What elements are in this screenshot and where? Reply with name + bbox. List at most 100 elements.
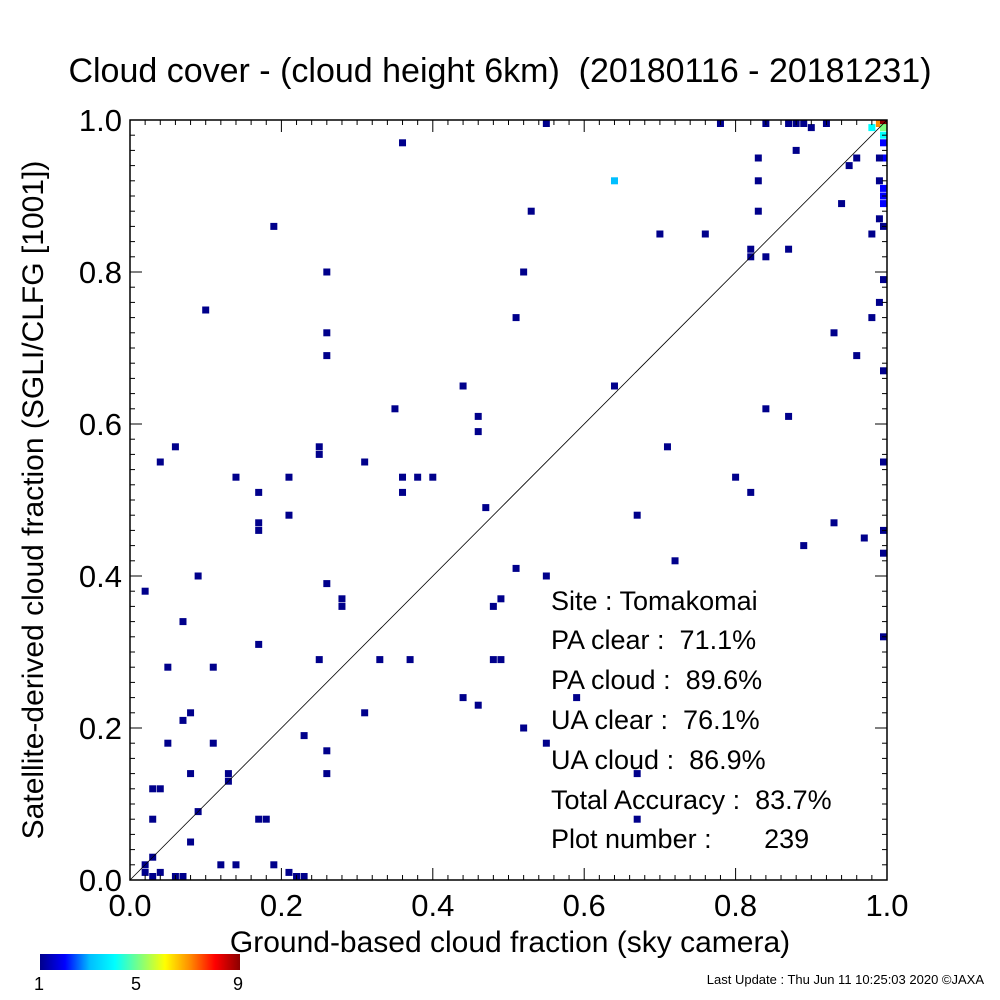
data-cell <box>171 443 179 451</box>
stats-panel: Site : Tomakomai PA clear : 71.1% PA clo… <box>551 586 832 854</box>
data-cell <box>474 428 482 436</box>
data-cell <box>315 443 323 451</box>
data-cell <box>875 120 883 127</box>
data-cell <box>255 488 263 496</box>
data-cell <box>489 602 497 610</box>
data-cell <box>474 412 482 420</box>
data-cell <box>391 405 399 413</box>
data-cell <box>663 443 671 451</box>
axis-ticks <box>129 119 888 881</box>
x-tick-label: 0.6 <box>563 888 606 923</box>
data-cell <box>880 276 887 284</box>
colorbar-label-mid: 5 <box>131 974 142 994</box>
data-cell <box>149 815 157 823</box>
data-cell <box>762 405 770 413</box>
data-cell <box>187 838 195 846</box>
stats-ua-clear: UA clear : 76.1% <box>551 705 760 735</box>
stats-site: Site : Tomakomai <box>551 586 758 616</box>
data-cell <box>399 139 407 147</box>
data-cell <box>187 770 195 778</box>
data-cell <box>429 473 437 481</box>
data-cell <box>807 124 815 132</box>
data-cell <box>323 352 331 360</box>
data-cell <box>338 595 346 603</box>
data-cell <box>845 162 853 170</box>
data-cell <box>800 542 808 550</box>
data-cell <box>880 458 887 466</box>
y-tick-label: 0.2 <box>79 711 122 746</box>
data-cell <box>323 770 331 778</box>
data-cell <box>880 154 887 162</box>
data-cell <box>875 298 883 306</box>
x-axis-label: Ground-based cloud fraction (sky camera) <box>230 926 790 959</box>
data-cell <box>315 656 323 664</box>
data-cell <box>285 511 293 519</box>
data-cell <box>701 230 709 238</box>
data-cell <box>194 572 202 580</box>
data-cell <box>414 473 422 481</box>
data-cell <box>270 222 278 230</box>
data-cell <box>406 656 414 664</box>
x-tick-label: 1.0 <box>865 888 908 923</box>
data-cell <box>880 549 887 557</box>
data-cell <box>747 245 755 253</box>
x-tick-label: 0.4 <box>411 888 454 923</box>
data-cell <box>785 245 793 253</box>
data-cell <box>785 412 793 420</box>
y-tick-label: 0.8 <box>79 255 122 290</box>
data-cell <box>875 154 883 162</box>
data-cell <box>156 785 164 793</box>
y-tick-label: 1.0 <box>79 103 122 138</box>
data-cell <box>754 154 762 162</box>
data-cell <box>573 694 581 702</box>
data-cell <box>542 572 550 580</box>
data-cell <box>830 329 838 337</box>
data-cell <box>610 177 618 185</box>
colorbar-label-min: 1 <box>34 974 45 994</box>
data-cell <box>255 640 263 648</box>
data-cell <box>762 253 770 261</box>
data-cell <box>512 314 520 322</box>
data-cell <box>610 382 618 390</box>
footer-last-update: Last Update : Thu Jun 11 10:25:03 2020 ©… <box>706 972 984 987</box>
data-cell <box>633 511 641 519</box>
data-cell <box>187 709 195 717</box>
x-tick-label: 0.2 <box>260 888 303 923</box>
data-cell <box>542 739 550 747</box>
data-cell <box>300 732 308 740</box>
x-tick-label: 0.0 <box>108 888 151 923</box>
data-cell <box>860 534 868 542</box>
data-cell <box>323 580 331 588</box>
data-cell <box>255 519 263 527</box>
data-cell <box>875 215 883 223</box>
data-cell <box>217 861 225 869</box>
data-cell <box>868 314 876 322</box>
data-cell <box>399 488 407 496</box>
data-cell <box>262 815 270 823</box>
data-cell <box>164 739 172 747</box>
data-cell <box>880 184 887 192</box>
data-cell <box>880 200 887 208</box>
data-cell <box>792 146 800 154</box>
chart-title: Cloud cover - (cloud height 6km) (201801… <box>68 52 932 90</box>
points-layer <box>141 120 887 880</box>
data-cell <box>141 587 149 595</box>
data-cell <box>633 815 641 823</box>
one-to-one-line <box>129 119 888 881</box>
data-cell <box>868 230 876 238</box>
data-cell <box>232 473 240 481</box>
data-cell <box>800 120 808 127</box>
data-cell <box>633 770 641 778</box>
data-cell <box>255 526 263 534</box>
data-cell <box>361 709 369 717</box>
data-cell <box>542 120 550 127</box>
data-cell <box>512 564 520 572</box>
data-cell <box>224 770 232 778</box>
colorbar <box>40 954 240 970</box>
stats-total-accuracy: Total Accuracy : 83.7% <box>551 785 832 815</box>
data-cell <box>164 663 172 671</box>
data-cell <box>520 724 528 732</box>
data-cell <box>520 268 528 276</box>
data-cell <box>323 747 331 755</box>
data-cell <box>376 656 384 664</box>
